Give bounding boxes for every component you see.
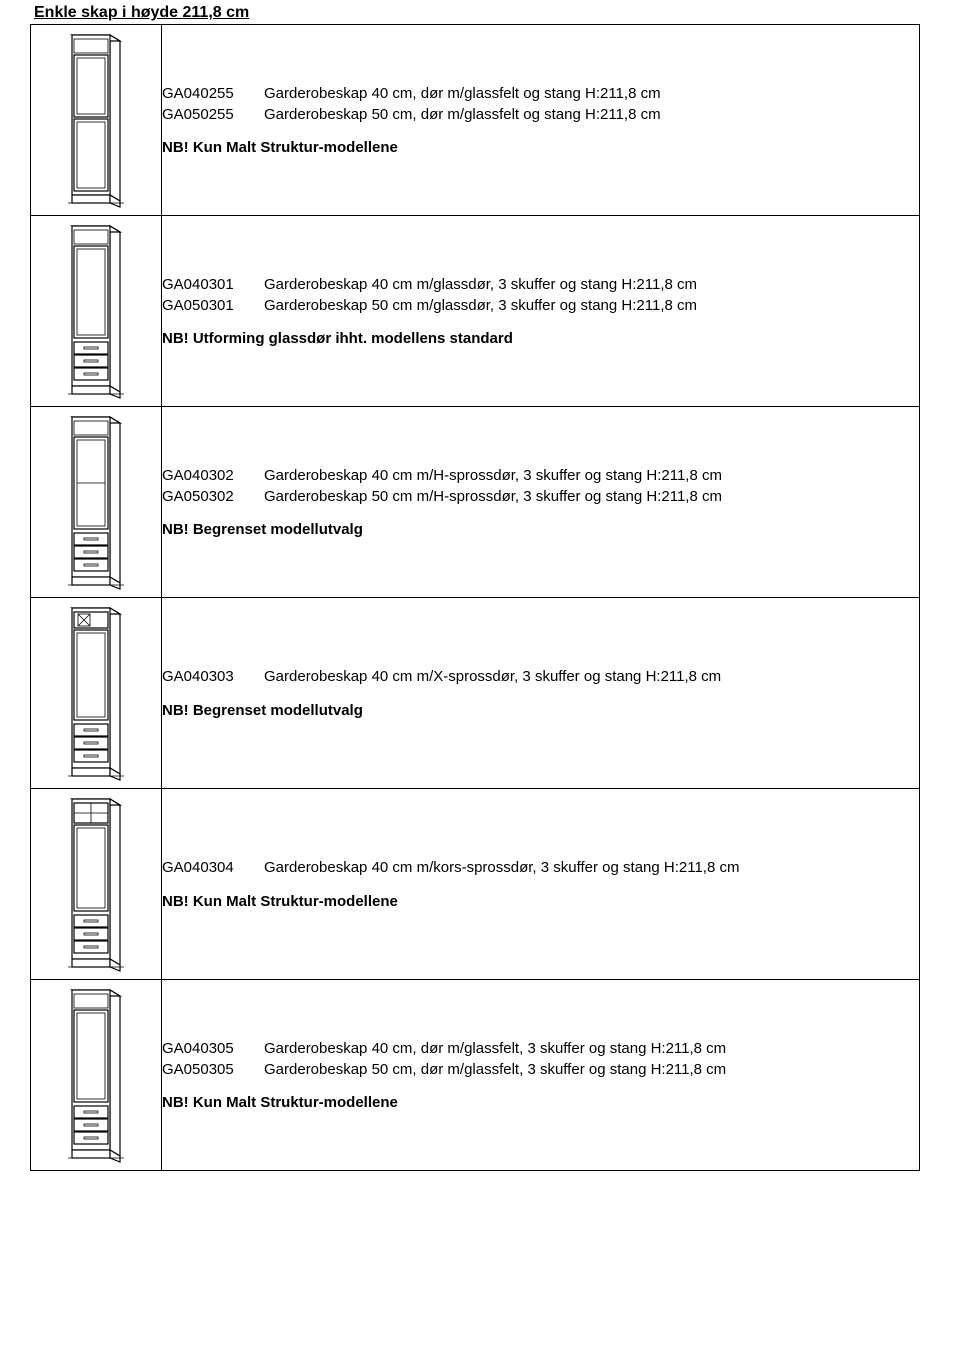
product-code: GA040302 [162,466,254,486]
product-item: GA040303 Garderobeskap 40 cm m/X-sprossdø… [162,667,919,687]
product-desc: Garderobeskap 40 cm m/kors-sprossdør, 3 … [264,858,739,878]
product-description-cell: GA040303 Garderobeskap 40 cm m/X-sprossdø… [162,598,920,789]
product-note: NB! Kun Malt Struktur-modellene [162,893,919,910]
product-code: GA050301 [162,296,254,316]
product-desc: Garderobeskap 40 cm, dør m/glassfelt, 3 … [264,1039,726,1059]
product-desc: Garderobeskap 50 cm, dør m/glassfelt og … [264,105,661,125]
product-description-cell: GA040304 Garderobeskap 40 cm m/kors-spros… [162,789,920,980]
product-description-cell: GA040301 Garderobeskap 40 cm m/glassdør, … [162,216,920,407]
product-description-cell: GA040302 Garderobeskap 40 cm m/H-sprossdø… [162,407,920,598]
product-code: GA040301 [162,275,254,295]
product-item: GA040305 Garderobeskap 40 cm, dør m/glass… [162,1039,919,1059]
product-desc: Garderobeskap 50 cm m/glassdør, 3 skuffe… [264,296,697,316]
product-item: GA050302 Garderobeskap 50 cm m/H-sprossdø… [162,487,919,507]
page-title: Enkle skap i høyde 211,8 cm [30,4,920,22]
product-note: NB! Kun Malt Struktur-modellene [162,1094,919,1111]
product-desc: Garderobeskap 50 cm m/H-sprossdør, 3 sku… [264,487,722,507]
product-code: GA040305 [162,1039,254,1059]
product-row: GA040305 Garderobeskap 40 cm, dør m/glass… [31,980,920,1171]
product-description-cell: GA040305 Garderobeskap 40 cm, dør m/glass… [162,980,920,1171]
product-desc: Garderobeskap 40 cm m/H-sprossdør, 3 sku… [264,466,722,486]
product-illustration [31,789,162,980]
product-desc: Garderobeskap 40 cm, dør m/glassfelt og … [264,84,661,104]
product-desc: Garderobeskap 50 cm, dør m/glassfelt, 3 … [264,1060,726,1080]
product-desc: Garderobeskap 40 cm m/X-sprossdør, 3 sku… [264,667,721,687]
product-note: NB! Begrenset modellutvalg [162,521,919,538]
product-code: GA050255 [162,105,254,125]
product-row: GA040301 Garderobeskap 40 cm m/glassdør, … [31,216,920,407]
product-desc: Garderobeskap 40 cm m/glassdør, 3 skuffe… [264,275,697,295]
products-table: GA040255 Garderobeskap 40 cm, dør m/glass… [30,24,920,1171]
product-code: GA050302 [162,487,254,507]
product-illustration [31,216,162,407]
product-item: GA040304 Garderobeskap 40 cm m/kors-spros… [162,858,919,878]
product-code: GA040255 [162,84,254,104]
product-note: NB! Kun Malt Struktur-modellene [162,139,919,156]
product-illustration [31,25,162,216]
product-code: GA040303 [162,667,254,687]
product-note: NB! Utforming glassdør ihht. modellens s… [162,330,919,347]
product-item: GA040255 Garderobeskap 40 cm, dør m/glass… [162,84,919,104]
product-item: GA050301 Garderobeskap 50 cm m/glassdør, … [162,296,919,316]
product-row: GA040304 Garderobeskap 40 cm m/kors-spros… [31,789,920,980]
product-illustration [31,598,162,789]
product-row: GA040255 Garderobeskap 40 cm, dør m/glass… [31,25,920,216]
product-illustration [31,980,162,1171]
product-row: GA040303 Garderobeskap 40 cm m/X-sprossdø… [31,598,920,789]
product-note: NB! Begrenset modellutvalg [162,702,919,719]
product-item: GA050305 Garderobeskap 50 cm, dør m/glass… [162,1060,919,1080]
product-item: GA040302 Garderobeskap 40 cm m/H-sprossdø… [162,466,919,486]
product-description-cell: GA040255 Garderobeskap 40 cm, dør m/glass… [162,25,920,216]
product-row: GA040302 Garderobeskap 40 cm m/H-sprossdø… [31,407,920,598]
product-code: GA040304 [162,858,254,878]
product-illustration [31,407,162,598]
product-item: GA040301 Garderobeskap 40 cm m/glassdør, … [162,275,919,295]
product-item: GA050255 Garderobeskap 50 cm, dør m/glass… [162,105,919,125]
product-code: GA050305 [162,1060,254,1080]
